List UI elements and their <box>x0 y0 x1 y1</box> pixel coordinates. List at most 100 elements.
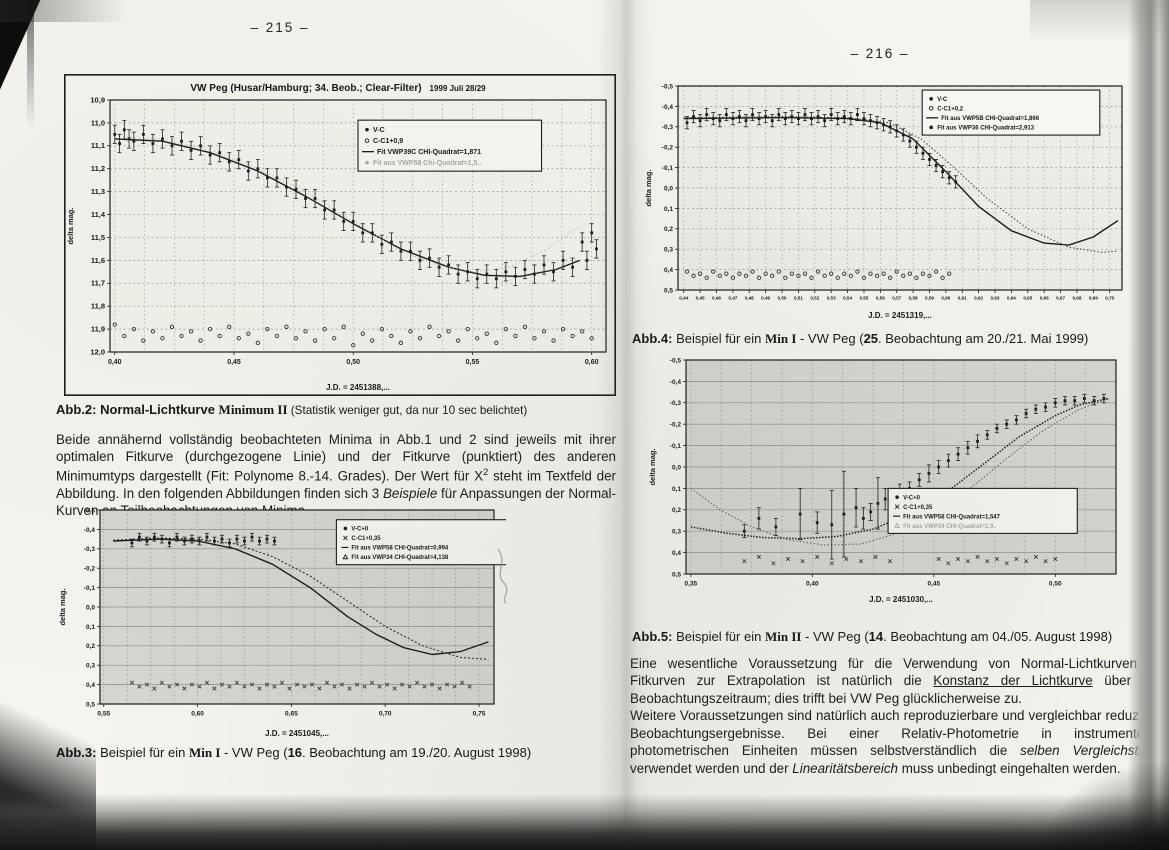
caption-abb2: Abb.2: Normal-Lichtkurve Minimum II (Sta… <box>56 402 528 417</box>
svg-text:0,2: 0,2 <box>664 226 673 233</box>
chart-abb5-min2-lightcurve: -0,5 -0,4 -0,3 -0,2 -0,1 0,0 0,1 0,2 0,3 0,4 0,5 0,… <box>648 357 1117 604</box>
svg-text:Fit aus VWP34 CHI-Quadrat=4,1: Fit aus VWP34 CHI-Quadrat=4,138 <box>351 555 449 561</box>
svg-text:V-C: V-C <box>373 127 385 134</box>
svg-text:delta mag.: delta mag. <box>58 588 67 625</box>
svg-text:0,0: 0,0 <box>86 604 95 611</box>
svg-text:-0,1: -0,1 <box>662 165 674 172</box>
svg-text:0,54: 0,54 <box>843 296 852 301</box>
svg-text:C-C1+0,35: C-C1+0,35 <box>351 536 381 542</box>
scan-smudge-top <box>0 0 150 22</box>
svg-text:0,35: 0,35 <box>685 581 698 588</box>
svg-text:0,1: 0,1 <box>86 624 95 631</box>
svg-text:0,40: 0,40 <box>108 359 122 366</box>
svg-text:0,44: 0,44 <box>679 296 688 301</box>
svg-text:0,1: 0,1 <box>672 486 681 493</box>
svg-text:C-C1+0,9: C-C1+0,9 <box>373 138 403 145</box>
figure-abb5: -0,5 -0,4 -0,3 -0,2 -0,1 0,0 0,1 0,2 0,3 0,4 0,5 0,… <box>646 352 1128 608</box>
caption-abb4: Abb.4: Beispiel für ein Min I - VW Peg (… <box>632 331 1089 346</box>
figure-abb3: -0,5-0,4-0,3-0,2-0,10,00,10,20,30,40,50,… <box>56 502 523 742</box>
svg-text:Fit aus VWP58 Chi-Quadrat=1,: Fit aus VWP58 Chi-Quadrat=1,5.. <box>373 160 481 167</box>
svg-text:10,9: 10,9 <box>90 95 105 104</box>
svg-text:-0,3: -0,3 <box>662 124 674 131</box>
scan-shadow-top-right <box>1030 0 1169 42</box>
svg-text:Fit aus VWP5B CHI-Quadrat=1,: Fit aus VWP5B CHI-Quadrat=1,866 <box>941 116 1040 122</box>
svg-text:0,67: 0,67 <box>1056 296 1065 301</box>
svg-text:VW Peg (Husar/Hamburg; 34. Beo: VW Peg (Husar/Hamburg; 34. Beob.; Clear-… <box>190 83 486 94</box>
svg-text:-0,2: -0,2 <box>662 145 674 152</box>
svg-text:11,0: 11,0 <box>91 118 105 127</box>
svg-text:0,50: 0,50 <box>346 359 360 366</box>
pencil-scribble <box>497 548 508 604</box>
svg-text:-0,2: -0,2 <box>84 566 96 573</box>
svg-text:C-C1+0,2: C-C1+0,2 <box>937 107 964 113</box>
chart-abb4-min1-lightcurve: -0,5 -0,4 -0,3 -0,2 -0,1 0,0 0,1 0,2 0,3 0,4 0,5 0,… <box>644 83 1123 320</box>
svg-text:delta mag.: delta mag. <box>644 169 653 206</box>
scan-edge-right <box>1128 0 1169 850</box>
svg-text:-0,1: -0,1 <box>84 585 96 592</box>
book-gutter-shadow <box>596 0 654 850</box>
svg-text:0,0: 0,0 <box>672 464 681 471</box>
chart-abb3-min1-lightcurve: -0,5-0,4-0,3-0,2-0,10,00,10,20,30,40,50,… <box>58 507 523 738</box>
svg-text:0,59: 0,59 <box>925 296 934 301</box>
svg-text:0,3: 0,3 <box>664 247 673 254</box>
svg-text:-0,5: -0,5 <box>662 83 674 90</box>
svg-text:Fit aus VWP58 CHI-Quadrat=0,9: Fit aus VWP58 CHI-Quadrat=0,994 <box>351 546 449 552</box>
svg-text:0,58: 0,58 <box>909 296 918 301</box>
svg-text:-0,4: -0,4 <box>84 527 96 534</box>
page-number-right: – 216 – <box>850 46 910 61</box>
page-216: – 216 – <box>625 0 1169 850</box>
svg-text:-0,2: -0,2 <box>670 422 682 429</box>
svg-text:0,53: 0,53 <box>827 296 836 301</box>
svg-text:0,4: 0,4 <box>664 267 673 274</box>
svg-text:0,3: 0,3 <box>672 529 681 536</box>
svg-text:delta mag.: delta mag. <box>66 207 75 244</box>
svg-text:0,68: 0,68 <box>1072 296 1081 301</box>
svg-text:11,9: 11,9 <box>91 324 105 333</box>
svg-text:0,2: 0,2 <box>672 507 681 514</box>
svg-text:J.D. = 2451045,...: J.D. = 2451045,... <box>265 729 329 738</box>
svg-text:0,45: 0,45 <box>927 581 940 588</box>
figure-abb2: 10,9 11,0 11,1 11,2 11,3 11,4 11,5 11,6 11,7 11,8… <box>64 74 617 396</box>
svg-text:11,5: 11,5 <box>91 233 105 242</box>
svg-text:11,3: 11,3 <box>91 187 105 196</box>
svg-text:0,49: 0,49 <box>761 296 770 301</box>
svg-text:-0,3: -0,3 <box>84 546 96 553</box>
scan-streak-left <box>27 0 34 128</box>
svg-text:0,48: 0,48 <box>745 296 754 301</box>
svg-text:11,8: 11,8 <box>91 302 105 311</box>
caption-abb3: Abb.3: Beispiel für ein Min I - VW Peg (… <box>56 745 532 760</box>
svg-text:-0,5: -0,5 <box>84 507 96 514</box>
svg-text:0,63: 0,63 <box>991 296 1000 301</box>
svg-text:0,5: 0,5 <box>664 287 673 294</box>
chart-abb2-normal-lightcurve: 10,9 11,0 11,1 11,2 11,3 11,4 11,5 11,6 11,7 11,8… <box>64 74 617 396</box>
svg-text:0,52: 0,52 <box>810 296 819 301</box>
svg-text:0,46: 0,46 <box>712 296 721 301</box>
svg-text:Fit aus VWP34 CHI-Quadrat=1,: Fit aus VWP34 CHI-Quadrat=1,9.. <box>903 524 997 530</box>
svg-text:11,6: 11,6 <box>91 256 105 265</box>
svg-text:V-C: V-C <box>937 97 948 103</box>
page-215: – 215 – 10,9 11,0 11,1 11,2 11,3 11,4 11,5 11,6… <box>56 20 617 760</box>
svg-text:J.D. = 2451388,...: J.D. = 2451388,... <box>326 383 390 392</box>
svg-text:-0,1: -0,1 <box>670 443 682 450</box>
svg-text:0,75: 0,75 <box>473 711 486 718</box>
svg-text:0,55: 0,55 <box>466 359 480 366</box>
svg-text:0,5: 0,5 <box>672 571 681 578</box>
svg-text:0,40: 0,40 <box>806 581 819 588</box>
svg-text:Fit aus VWP58 CHI-Quadrat=1,: Fit aus VWP58 CHI-Quadrat=1,547 <box>903 514 1001 520</box>
svg-text:V-C+0: V-C+0 <box>903 495 921 501</box>
svg-text:0,56: 0,56 <box>876 296 885 301</box>
svg-text:Fit VWP39C CHI-Quadrat=1,871: Fit VWP39C CHI-Quadrat=1,871 <box>377 149 481 156</box>
svg-text:0,65: 0,65 <box>285 711 298 718</box>
svg-text:Fit aus VWP36 CHI-Quadrat=2,: Fit aus VWP36 CHI-Quadrat=2,913 <box>937 126 1035 132</box>
svg-text:11,2: 11,2 <box>91 164 105 173</box>
figure-abb4: -0,5 -0,4 -0,3 -0,2 -0,1 0,0 0,1 0,2 0,3 0,4 0,5 0,… <box>642 78 1130 324</box>
svg-text:-0,5: -0,5 <box>670 357 682 364</box>
svg-text:0,50: 0,50 <box>1049 581 1062 588</box>
svg-text:0,47: 0,47 <box>728 296 737 301</box>
svg-text:J.D. = 2451319,...: J.D. = 2451319,... <box>868 311 932 320</box>
svg-text:0,64: 0,64 <box>1007 296 1016 301</box>
svg-text:0,45: 0,45 <box>696 296 705 301</box>
svg-text:12,0: 12,0 <box>90 347 105 356</box>
caption-abb5: Abb.5: Beispiel für ein Min II - VW Peg … <box>632 629 1113 644</box>
